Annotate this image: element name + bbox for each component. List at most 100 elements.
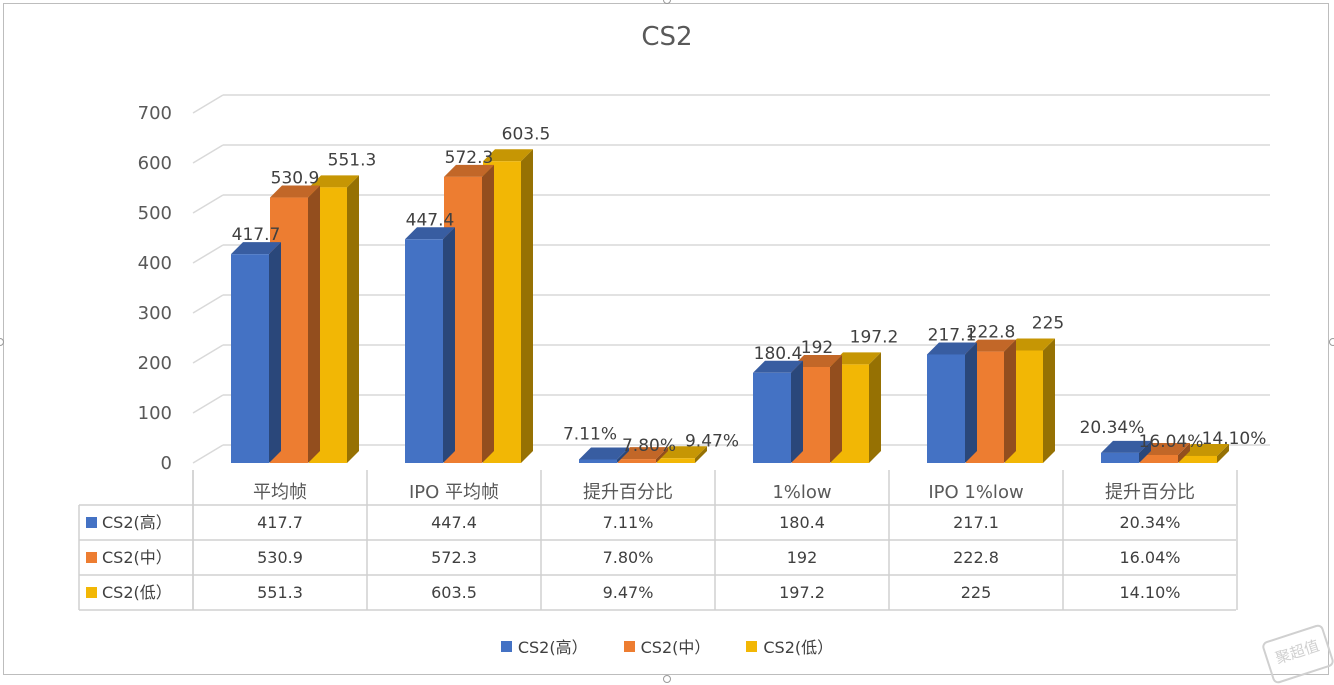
bar-front (657, 458, 695, 463)
bar-front (618, 459, 656, 463)
y-tick-label: 400 (138, 253, 172, 274)
legend-swatch (500, 640, 512, 652)
table-series-name: CS2(低） (102, 583, 172, 602)
data-label: 180.4 (754, 344, 803, 364)
bar-side (617, 447, 629, 463)
bar-front (579, 459, 617, 463)
data-label: 222.8 (967, 323, 1016, 343)
table-cell: 180.4 (779, 513, 825, 532)
bar-top (444, 164, 494, 177)
bars (231, 149, 1229, 464)
bar-top (483, 149, 533, 162)
bar-front (1179, 455, 1217, 463)
bar-side (347, 175, 359, 463)
y-tick-label: 300 (138, 303, 172, 324)
table-cell: 9.47% (603, 583, 654, 602)
gridline-diagonal (192, 444, 224, 464)
gridline-diagonal (192, 394, 224, 414)
table-cell: 7.80% (603, 548, 654, 567)
table-legend-swatch (86, 587, 97, 598)
data-label: 447.4 (406, 210, 455, 230)
gridline-diagonal (192, 344, 224, 364)
data-label: 225 (1032, 314, 1064, 334)
table-cell: 572.3 (431, 548, 477, 567)
bar-top (792, 355, 842, 367)
table-cell: 14.10% (1119, 583, 1180, 602)
bar (753, 360, 803, 463)
y-tick-label: 500 (138, 203, 172, 224)
data-label: 551.3 (328, 150, 377, 170)
bar-side (965, 342, 977, 463)
data-label: 14.10% (1202, 429, 1267, 449)
bar (657, 446, 707, 463)
gridline-diagonal (192, 244, 224, 264)
data-label: 197.2 (850, 327, 899, 347)
bar (405, 227, 455, 463)
y-axis-ticks: 0 100 200 300 400 500 600 700 (138, 103, 172, 474)
data-table: 平均帧 IPO 平均帧 提升百分比 1%low IPO 1%low 提升百分比 CS2(高）… (78, 470, 1238, 611)
y-tick-label: 100 (138, 403, 172, 424)
bar-side (1217, 443, 1229, 463)
category-label: 1%low (772, 482, 831, 503)
bar-top (1140, 442, 1190, 455)
table-cell: 16.04% (1119, 548, 1180, 567)
bar-side (521, 149, 533, 463)
table-cell: 222.8 (953, 548, 999, 567)
data-label: 530.9 (271, 169, 320, 189)
table-cell: 20.34% (1119, 513, 1180, 532)
bar (618, 447, 668, 463)
bar-front (1101, 452, 1139, 463)
gridline-diagonal (192, 294, 224, 314)
table-legend-swatch (86, 517, 97, 528)
bar-front (927, 354, 965, 463)
bar (1179, 443, 1229, 463)
bar-top (753, 360, 803, 373)
category-label: 提升百分比 (1105, 482, 1195, 503)
bar-top (309, 175, 359, 188)
chart-title: CS2 (641, 22, 693, 52)
table-cell: 603.5 (431, 583, 477, 602)
data-label: 9.47% (685, 431, 739, 451)
bar-front (1140, 454, 1178, 463)
y-tick-label: 700 (138, 103, 172, 124)
table-cell: 447.4 (431, 513, 477, 532)
table-cell: 7.11% (603, 513, 654, 532)
table-legend-swatch (86, 552, 97, 563)
table-cell: 192 (787, 548, 818, 567)
gridline-diagonal (192, 194, 224, 214)
bar (1140, 442, 1190, 463)
data-label: 192 (801, 338, 833, 358)
data-labels: 417.7 530.9 551.3 447.4 572.3 603.5 7.11%7.80%… (232, 124, 1267, 456)
resize-handle-right[interactable] (1329, 338, 1334, 346)
bar-front (753, 372, 791, 463)
bar-top (1005, 338, 1055, 351)
bar (1101, 440, 1151, 463)
legend-label: CS2(中） (640, 638, 711, 657)
bar-side (308, 185, 320, 464)
bar-side (830, 355, 842, 463)
legend-swatch (746, 640, 758, 652)
data-label: 417.7 (232, 225, 281, 245)
y-tick-label: 0 (161, 453, 172, 474)
bar (579, 447, 629, 463)
bar-top (657, 446, 707, 459)
bar-top (966, 339, 1016, 352)
category-label: IPO 平均帧 (409, 482, 499, 503)
bar (831, 352, 881, 463)
legend-label: CS2(低） (763, 638, 834, 657)
bar-side (1043, 338, 1055, 463)
bar-side (482, 164, 494, 463)
data-label: 7.11% (563, 424, 617, 444)
table-cell: 417.7 (257, 513, 303, 532)
data-label: 217.1 (928, 325, 977, 345)
bar-top (831, 352, 881, 365)
bar-side (656, 447, 668, 463)
data-label: 7.80% (622, 436, 676, 456)
bar-top (618, 447, 668, 460)
category-label: 提升百分比 (583, 482, 673, 503)
category-label: IPO 1%low (928, 482, 1023, 503)
legend-swatch (623, 640, 635, 652)
data-label: 16.04% (1139, 432, 1204, 452)
category-label: 平均帧 (253, 482, 307, 503)
